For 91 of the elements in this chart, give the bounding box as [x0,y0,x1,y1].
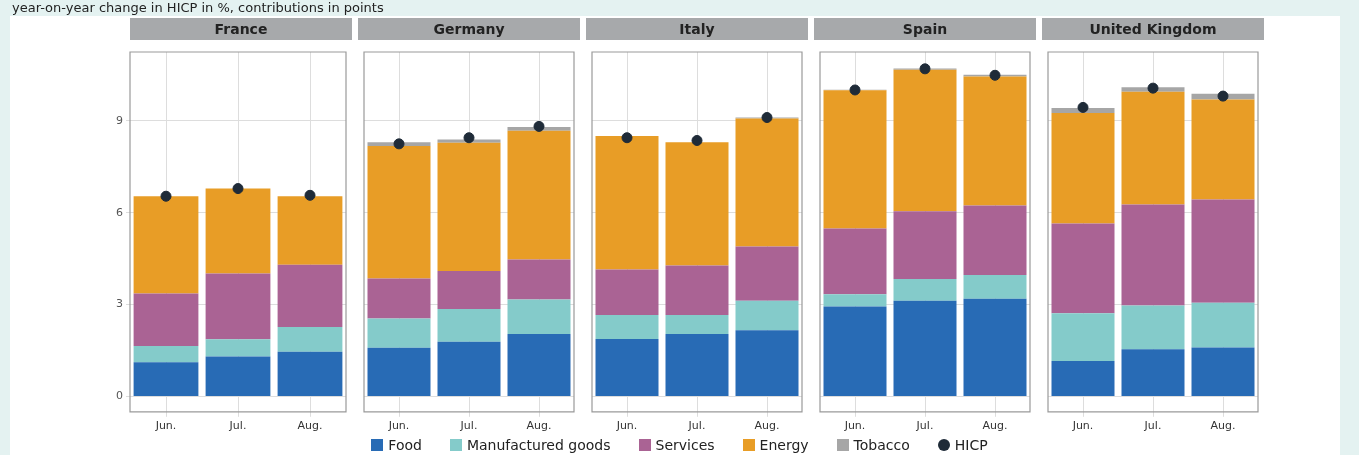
x-tick-label: Aug. [1210,419,1236,433]
bar [507,259,571,300]
legend-label: Food [387,436,422,454]
bar [963,76,1027,206]
bar [437,341,501,396]
bar [277,196,343,265]
chart-title: Spain [814,18,1036,40]
bar [205,188,271,274]
bar [437,142,501,271]
y-tick-label: 9 [116,113,123,127]
x-tick-label: Jun. [154,419,177,433]
bar [507,334,571,396]
bar [1121,349,1185,396]
legend-label: Tobacco [852,436,910,454]
bar [1191,199,1255,303]
bar [665,265,729,316]
bar [1051,313,1115,361]
chart-title: Italy [586,18,808,40]
bar [367,347,431,396]
bar [205,356,271,396]
bar [205,339,271,357]
bar [367,278,431,319]
x-tick-label: Jun. [1071,419,1094,433]
bar [735,300,799,331]
bar [1121,305,1185,350]
bar [277,264,343,327]
bar [1051,360,1115,396]
bar [963,205,1027,275]
bar [437,270,501,309]
bar [595,269,659,316]
bar [1051,112,1115,224]
y-tick-label: 6 [116,205,123,219]
bar [893,300,957,396]
bar [893,69,957,212]
x-tick-label: Aug. [754,419,780,433]
bar [665,334,729,396]
bar [823,90,887,229]
x-tick-label: Jul. [459,419,478,433]
bar [823,306,887,396]
chart-title: France [130,18,352,40]
bar [1191,347,1255,396]
x-tick-label: Jun. [615,419,638,433]
bar [507,299,571,335]
bar [735,330,799,396]
bar [133,293,199,346]
bar [735,246,799,301]
bar [963,298,1027,396]
bar [507,130,571,260]
bar [1051,223,1115,314]
x-tick-label: Jun. [843,419,866,433]
x-tick-label: Jul. [1143,419,1162,433]
bar [1121,91,1185,205]
legend-label: Manufactured goods [465,436,611,454]
x-tick-label: Jul. [228,419,247,433]
chart-title: United Kingdom [1042,18,1264,40]
chart-title: Germany [358,18,580,40]
bar [277,326,343,352]
bar [963,274,1027,299]
bar [893,211,957,279]
bar [665,315,729,335]
bar [367,318,431,348]
y-tick-label: 3 [116,297,123,311]
legend-label: HICP [953,436,988,454]
bar [1121,204,1185,306]
bar [595,315,659,339]
bar [133,196,199,294]
text: year-on-year change in HICP in %, contributions in points [12,0,384,16]
bar [1191,99,1255,200]
bar [665,142,729,266]
bar [1191,302,1255,348]
x-tick-label: Aug. [982,419,1008,433]
bar [823,228,887,295]
bar [437,308,501,342]
x-tick-label: Jul. [687,419,706,433]
legend-label: Services [654,436,715,454]
bar [277,351,343,396]
x-tick-label: Aug. [297,419,323,433]
x-tick-label: Aug. [526,419,552,433]
bar [595,135,659,270]
bar [205,273,271,340]
x-tick-label: Jun. [387,419,410,433]
bar [133,345,199,363]
bar [893,278,957,301]
bar [823,294,887,307]
legend-label: Energy [758,436,809,454]
bar [367,146,431,279]
bar [735,118,799,247]
bar [133,362,199,396]
y-tick-label: 0 [116,389,123,403]
bar [595,338,659,396]
x-tick-label: Jul. [915,419,934,433]
